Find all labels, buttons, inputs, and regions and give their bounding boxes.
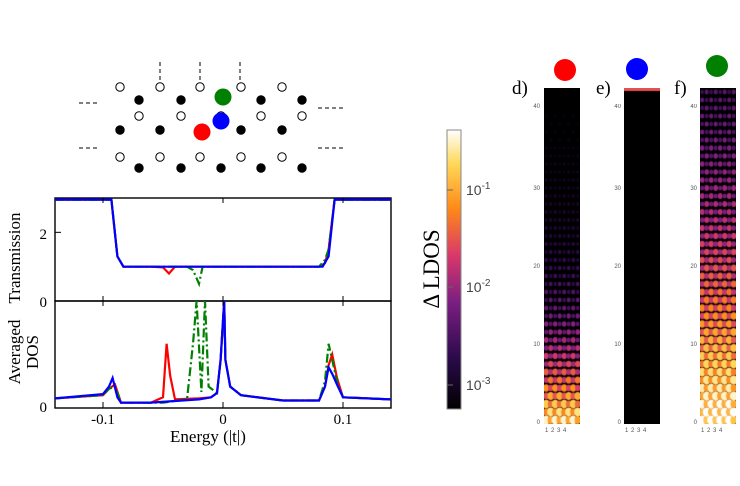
lattice-site-filled bbox=[277, 125, 287, 135]
lattice-site-empty bbox=[176, 111, 186, 121]
heatmap-e bbox=[624, 88, 660, 424]
lattice-site-empty bbox=[277, 152, 287, 162]
lattice-site-empty bbox=[236, 82, 246, 92]
heatmap-f-ytick: 10 bbox=[690, 342, 697, 348]
transmission-panel-series-line bbox=[55, 198, 391, 276]
lattice-site-empty bbox=[115, 152, 125, 162]
heatmap-d bbox=[544, 88, 580, 424]
lattice-site-filled bbox=[297, 95, 307, 105]
heatmap-f-canvas bbox=[700, 88, 736, 424]
heatmap-f-ytick: 0 bbox=[693, 420, 697, 426]
lattice-site-empty bbox=[297, 111, 307, 121]
lattice-site-empty bbox=[277, 82, 287, 92]
heatmap-e-xticks: 1 2 3 4 bbox=[625, 428, 647, 434]
heatmap-e-ytick: 20 bbox=[614, 264, 621, 270]
colorbar-tick-label: 10-1 bbox=[466, 181, 491, 198]
x-tick-label: 0 bbox=[219, 412, 227, 428]
lattice-site-filled bbox=[297, 163, 307, 173]
transmission-panel-series-line bbox=[55, 198, 391, 268]
heatmap-e-ytick: 10 bbox=[614, 342, 621, 348]
heatmap-f-ytick: 20 bbox=[690, 264, 697, 270]
transmission-ytick-label: 2 bbox=[40, 227, 48, 243]
lattice-site-empty bbox=[155, 82, 165, 92]
lattice-site-filled bbox=[216, 163, 226, 173]
panel-label-e: e) bbox=[596, 78, 611, 99]
transmission-ytick-label: 0 bbox=[40, 295, 48, 311]
lattice-site-filled bbox=[256, 163, 266, 173]
lattice-marker-blue bbox=[212, 112, 230, 130]
panel-label-f: f) bbox=[674, 78, 687, 99]
heatmap-e-canvas bbox=[624, 88, 660, 424]
lattice-site-filled bbox=[176, 163, 186, 173]
colorbar-tick-label: 10-2 bbox=[466, 278, 491, 295]
colorbar-label: Δ LDOS bbox=[419, 229, 444, 308]
heatmap-d-ytick: 30 bbox=[533, 186, 540, 192]
transmission-panel-frame bbox=[54, 197, 392, 302]
heatmap-d-canvas bbox=[544, 88, 580, 424]
lattice-marker-red bbox=[193, 123, 211, 141]
colorbar-tick-exponent: -1 bbox=[482, 181, 491, 192]
heatmap-f-xticks: 1 2 3 4 bbox=[701, 428, 723, 434]
heatmap-d-ytick: 40 bbox=[533, 104, 540, 110]
heatmap-f bbox=[700, 88, 736, 424]
heatmap-f-ytick: 30 bbox=[690, 186, 697, 192]
colorbar-tick-exponent: -2 bbox=[482, 278, 491, 289]
heatmap-e-site-dot bbox=[626, 58, 648, 80]
heatmap-e-ytick: 0 bbox=[617, 420, 621, 426]
lattice-site-empty bbox=[155, 152, 165, 162]
lattice-site-empty bbox=[256, 111, 266, 121]
colorbar-tick-exponent: -3 bbox=[482, 376, 491, 387]
lattice-site-empty bbox=[195, 152, 205, 162]
heatmap-f-site-dot bbox=[706, 55, 728, 77]
lattice-site-filled bbox=[134, 163, 144, 173]
lattice-site-filled bbox=[176, 95, 186, 105]
heatmap-e-ytick: 40 bbox=[614, 104, 621, 110]
dos-ylabel: Averaged bbox=[5, 319, 24, 384]
lattice-site-filled bbox=[134, 95, 144, 105]
heatmap-d-ytick: 0 bbox=[536, 420, 540, 426]
lattice-site-empty bbox=[134, 111, 144, 121]
dos-ytick-label: 0 bbox=[40, 400, 48, 416]
transmission-panel-series-line bbox=[55, 198, 391, 288]
lattice-site-empty bbox=[195, 82, 205, 92]
dos-panel-series-line bbox=[54, 300, 392, 404]
lattice-site-filled bbox=[155, 125, 165, 135]
lattice-site-filled bbox=[236, 125, 246, 135]
lattice-site-empty bbox=[236, 152, 246, 162]
x-axis-label: Energy (|t|) bbox=[170, 427, 246, 446]
colorbar bbox=[446, 129, 462, 410]
lattice-site-filled bbox=[256, 95, 266, 105]
panel-label-d: d) bbox=[512, 78, 528, 99]
x-tick-label: 0.1 bbox=[334, 412, 353, 428]
heatmap-d-ytick: 10 bbox=[533, 342, 540, 348]
heatmap-d-ytick: 20 bbox=[533, 264, 540, 270]
lattice-site-empty bbox=[115, 82, 125, 92]
heatmap-e-ytick: 30 bbox=[614, 186, 621, 192]
dos-ylabel: DOS bbox=[23, 335, 42, 369]
heatmap-f-ytick: 40 bbox=[690, 104, 697, 110]
heatmap-d-xticks: 1 2 3 4 bbox=[545, 428, 567, 434]
transmission-ylabel: Transmission bbox=[5, 212, 24, 304]
lattice-site-filled bbox=[115, 125, 125, 135]
lattice-marker-green bbox=[214, 88, 232, 106]
heatmap-d-site-dot bbox=[554, 59, 576, 81]
x-tick-label: -0.1 bbox=[91, 412, 115, 428]
colorbar-tick-label: 10-3 bbox=[466, 376, 491, 393]
